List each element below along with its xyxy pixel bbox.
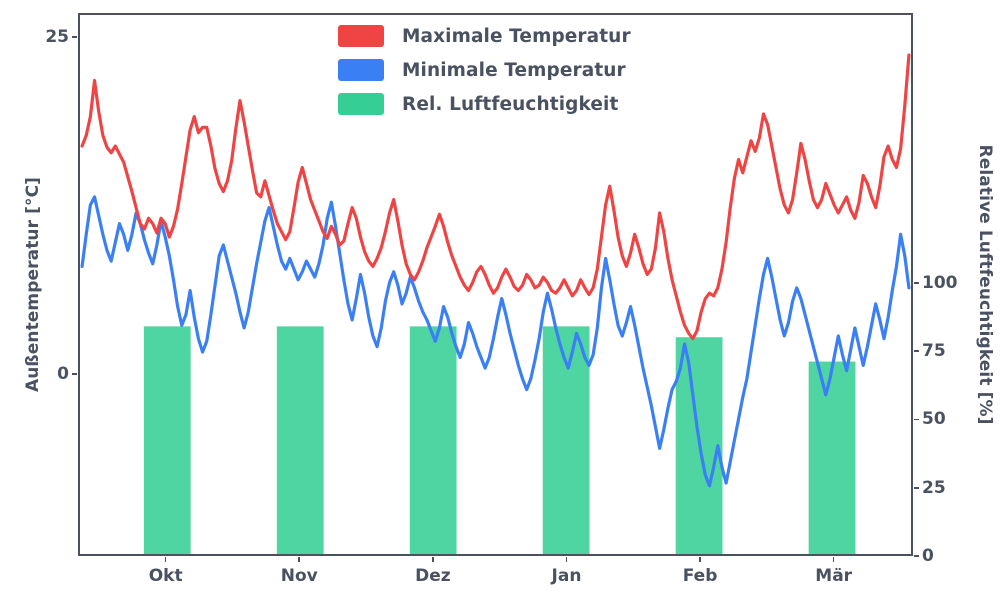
x-axis-tick-label: Okt: [148, 566, 183, 586]
y-axis-right-tick-label: 75: [922, 341, 946, 362]
x-axis-tick-mark: [432, 557, 434, 562]
x-axis-tick-label: Dez: [415, 566, 451, 586]
legend-label-humidity: Rel. Luftfeuchtigkeit: [402, 93, 619, 115]
y-axis-right-tick-mark: [914, 282, 919, 284]
legend-item-max-temperature: Maximale Temperatur: [338, 23, 631, 49]
humidity-bar: [143, 326, 191, 554]
legend-item-min-temperature: Minimale Temperatur: [338, 57, 631, 83]
x-axis-tick-label: Jan: [551, 566, 582, 586]
y-axis-right-tick-label: 25: [922, 477, 946, 498]
y-axis-left-tick-mark: [72, 373, 77, 375]
y-axis-left-tick-label: 0: [57, 364, 69, 385]
x-axis-tick-mark: [565, 557, 568, 562]
y-axis-left-title: Außentemperatur [°C]: [23, 176, 43, 393]
x-axis-tick-label: Nov: [280, 566, 318, 586]
humidity-bar: [409, 326, 457, 554]
x-axis-tick-mark: [832, 557, 835, 562]
legend-swatch-min-temperature: [338, 59, 384, 81]
x-axis-tick-mark: [164, 557, 167, 562]
y-axis-right-tick-label: 100: [922, 272, 958, 293]
legend-label-min-temperature: Minimale Temperatur: [402, 59, 626, 81]
legend-item-humidity: Rel. Luftfeuchtigkeit: [338, 91, 631, 117]
x-axis-tick-mark: [298, 557, 301, 562]
chart-legend: Maximale Temperatur Minimale Temperatur …: [338, 23, 631, 117]
y-axis-right-tick-label: 0: [922, 546, 934, 566]
humidity-bar: [276, 326, 324, 554]
plot-area: [78, 13, 913, 556]
legend-swatch-humidity: [338, 93, 384, 115]
y-axis-right-tick-mark: [914, 555, 919, 557]
y-axis-right-tick-mark: [914, 486, 919, 489]
x-axis-tick-mark: [699, 557, 701, 562]
y-axis-right-tick-mark: [914, 418, 919, 421]
y-axis-right-title: Relative Luftfeuchtigkeit [%]: [975, 144, 995, 425]
humidity-bar: [808, 361, 856, 554]
y-axis-right-tick-label: 50: [922, 409, 946, 430]
legend-swatch-max-temperature: [338, 25, 384, 47]
legend-label-max-temperature: Maximale Temperatur: [402, 25, 631, 47]
y-axis-left-tick-label: 25: [45, 27, 69, 48]
y-axis-right-tick-mark: [914, 350, 919, 353]
x-axis-tick-label: Mär: [815, 566, 853, 586]
min-temperature-line: [80, 195, 911, 488]
y-axis-left-tick-mark: [72, 36, 77, 39]
max-temperature-line: [80, 53, 911, 341]
x-axis-tick-label: Feb: [682, 566, 718, 586]
plot-svg: [80, 53, 911, 554]
